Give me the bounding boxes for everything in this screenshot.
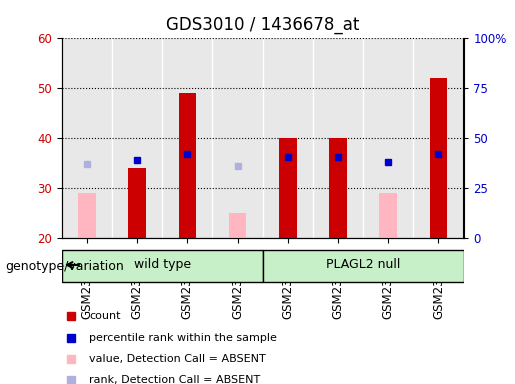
Bar xyxy=(128,168,146,238)
Bar xyxy=(380,193,397,238)
Bar xyxy=(329,138,347,238)
Text: percentile rank within the sample: percentile rank within the sample xyxy=(89,333,277,343)
Text: genotype/variation: genotype/variation xyxy=(5,260,124,273)
Bar xyxy=(229,213,246,238)
Bar xyxy=(430,78,447,238)
Text: count: count xyxy=(89,311,121,321)
Text: PLAGL2 null: PLAGL2 null xyxy=(326,258,400,271)
Text: value, Detection Call = ABSENT: value, Detection Call = ABSENT xyxy=(89,354,266,364)
FancyBboxPatch shape xyxy=(62,250,263,282)
Bar xyxy=(78,193,96,238)
FancyBboxPatch shape xyxy=(263,250,464,282)
Text: wild type: wild type xyxy=(134,258,191,271)
Title: GDS3010 / 1436678_at: GDS3010 / 1436678_at xyxy=(166,17,359,34)
Bar xyxy=(179,93,196,238)
Bar xyxy=(279,138,297,238)
Text: rank, Detection Call = ABSENT: rank, Detection Call = ABSENT xyxy=(89,375,260,384)
